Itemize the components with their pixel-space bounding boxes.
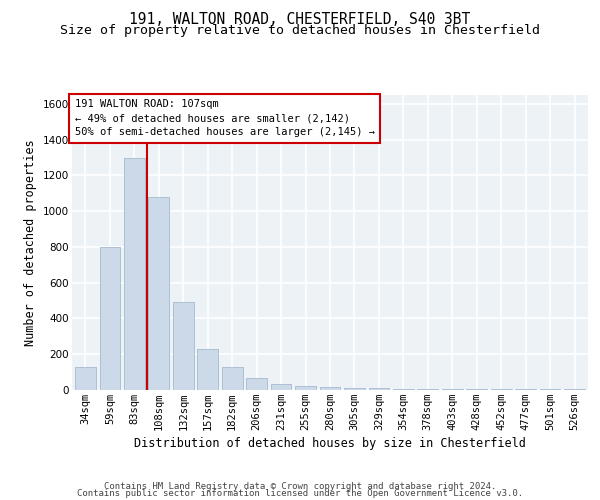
Bar xyxy=(344,388,365,390)
Text: 191 WALTON ROAD: 107sqm
← 49% of detached houses are smaller (2,142)
50% of semi: 191 WALTON ROAD: 107sqm ← 49% of detache… xyxy=(74,100,374,138)
Bar xyxy=(564,388,585,390)
Bar xyxy=(148,197,169,390)
Text: Size of property relative to detached houses in Chesterfield: Size of property relative to detached ho… xyxy=(60,24,540,37)
Bar xyxy=(246,378,267,390)
Bar xyxy=(100,247,120,390)
Bar xyxy=(540,388,560,390)
Bar xyxy=(271,384,292,390)
Bar xyxy=(320,388,340,390)
Bar xyxy=(466,388,487,390)
Bar xyxy=(75,367,96,390)
Bar xyxy=(393,388,414,390)
Bar xyxy=(515,388,536,390)
Bar xyxy=(418,388,438,390)
Bar xyxy=(368,388,389,390)
Text: 191, WALTON ROAD, CHESTERFIELD, S40 3BT: 191, WALTON ROAD, CHESTERFIELD, S40 3BT xyxy=(130,12,470,28)
Bar xyxy=(222,367,242,390)
Bar xyxy=(491,388,512,390)
Bar xyxy=(124,158,145,390)
Bar xyxy=(173,302,194,390)
X-axis label: Distribution of detached houses by size in Chesterfield: Distribution of detached houses by size … xyxy=(134,437,526,450)
Text: Contains HM Land Registry data © Crown copyright and database right 2024.: Contains HM Land Registry data © Crown c… xyxy=(104,482,496,491)
Bar xyxy=(295,386,316,390)
Y-axis label: Number of detached properties: Number of detached properties xyxy=(25,139,37,346)
Bar xyxy=(197,349,218,390)
Text: Contains public sector information licensed under the Open Government Licence v3: Contains public sector information licen… xyxy=(77,490,523,498)
Bar xyxy=(442,388,463,390)
